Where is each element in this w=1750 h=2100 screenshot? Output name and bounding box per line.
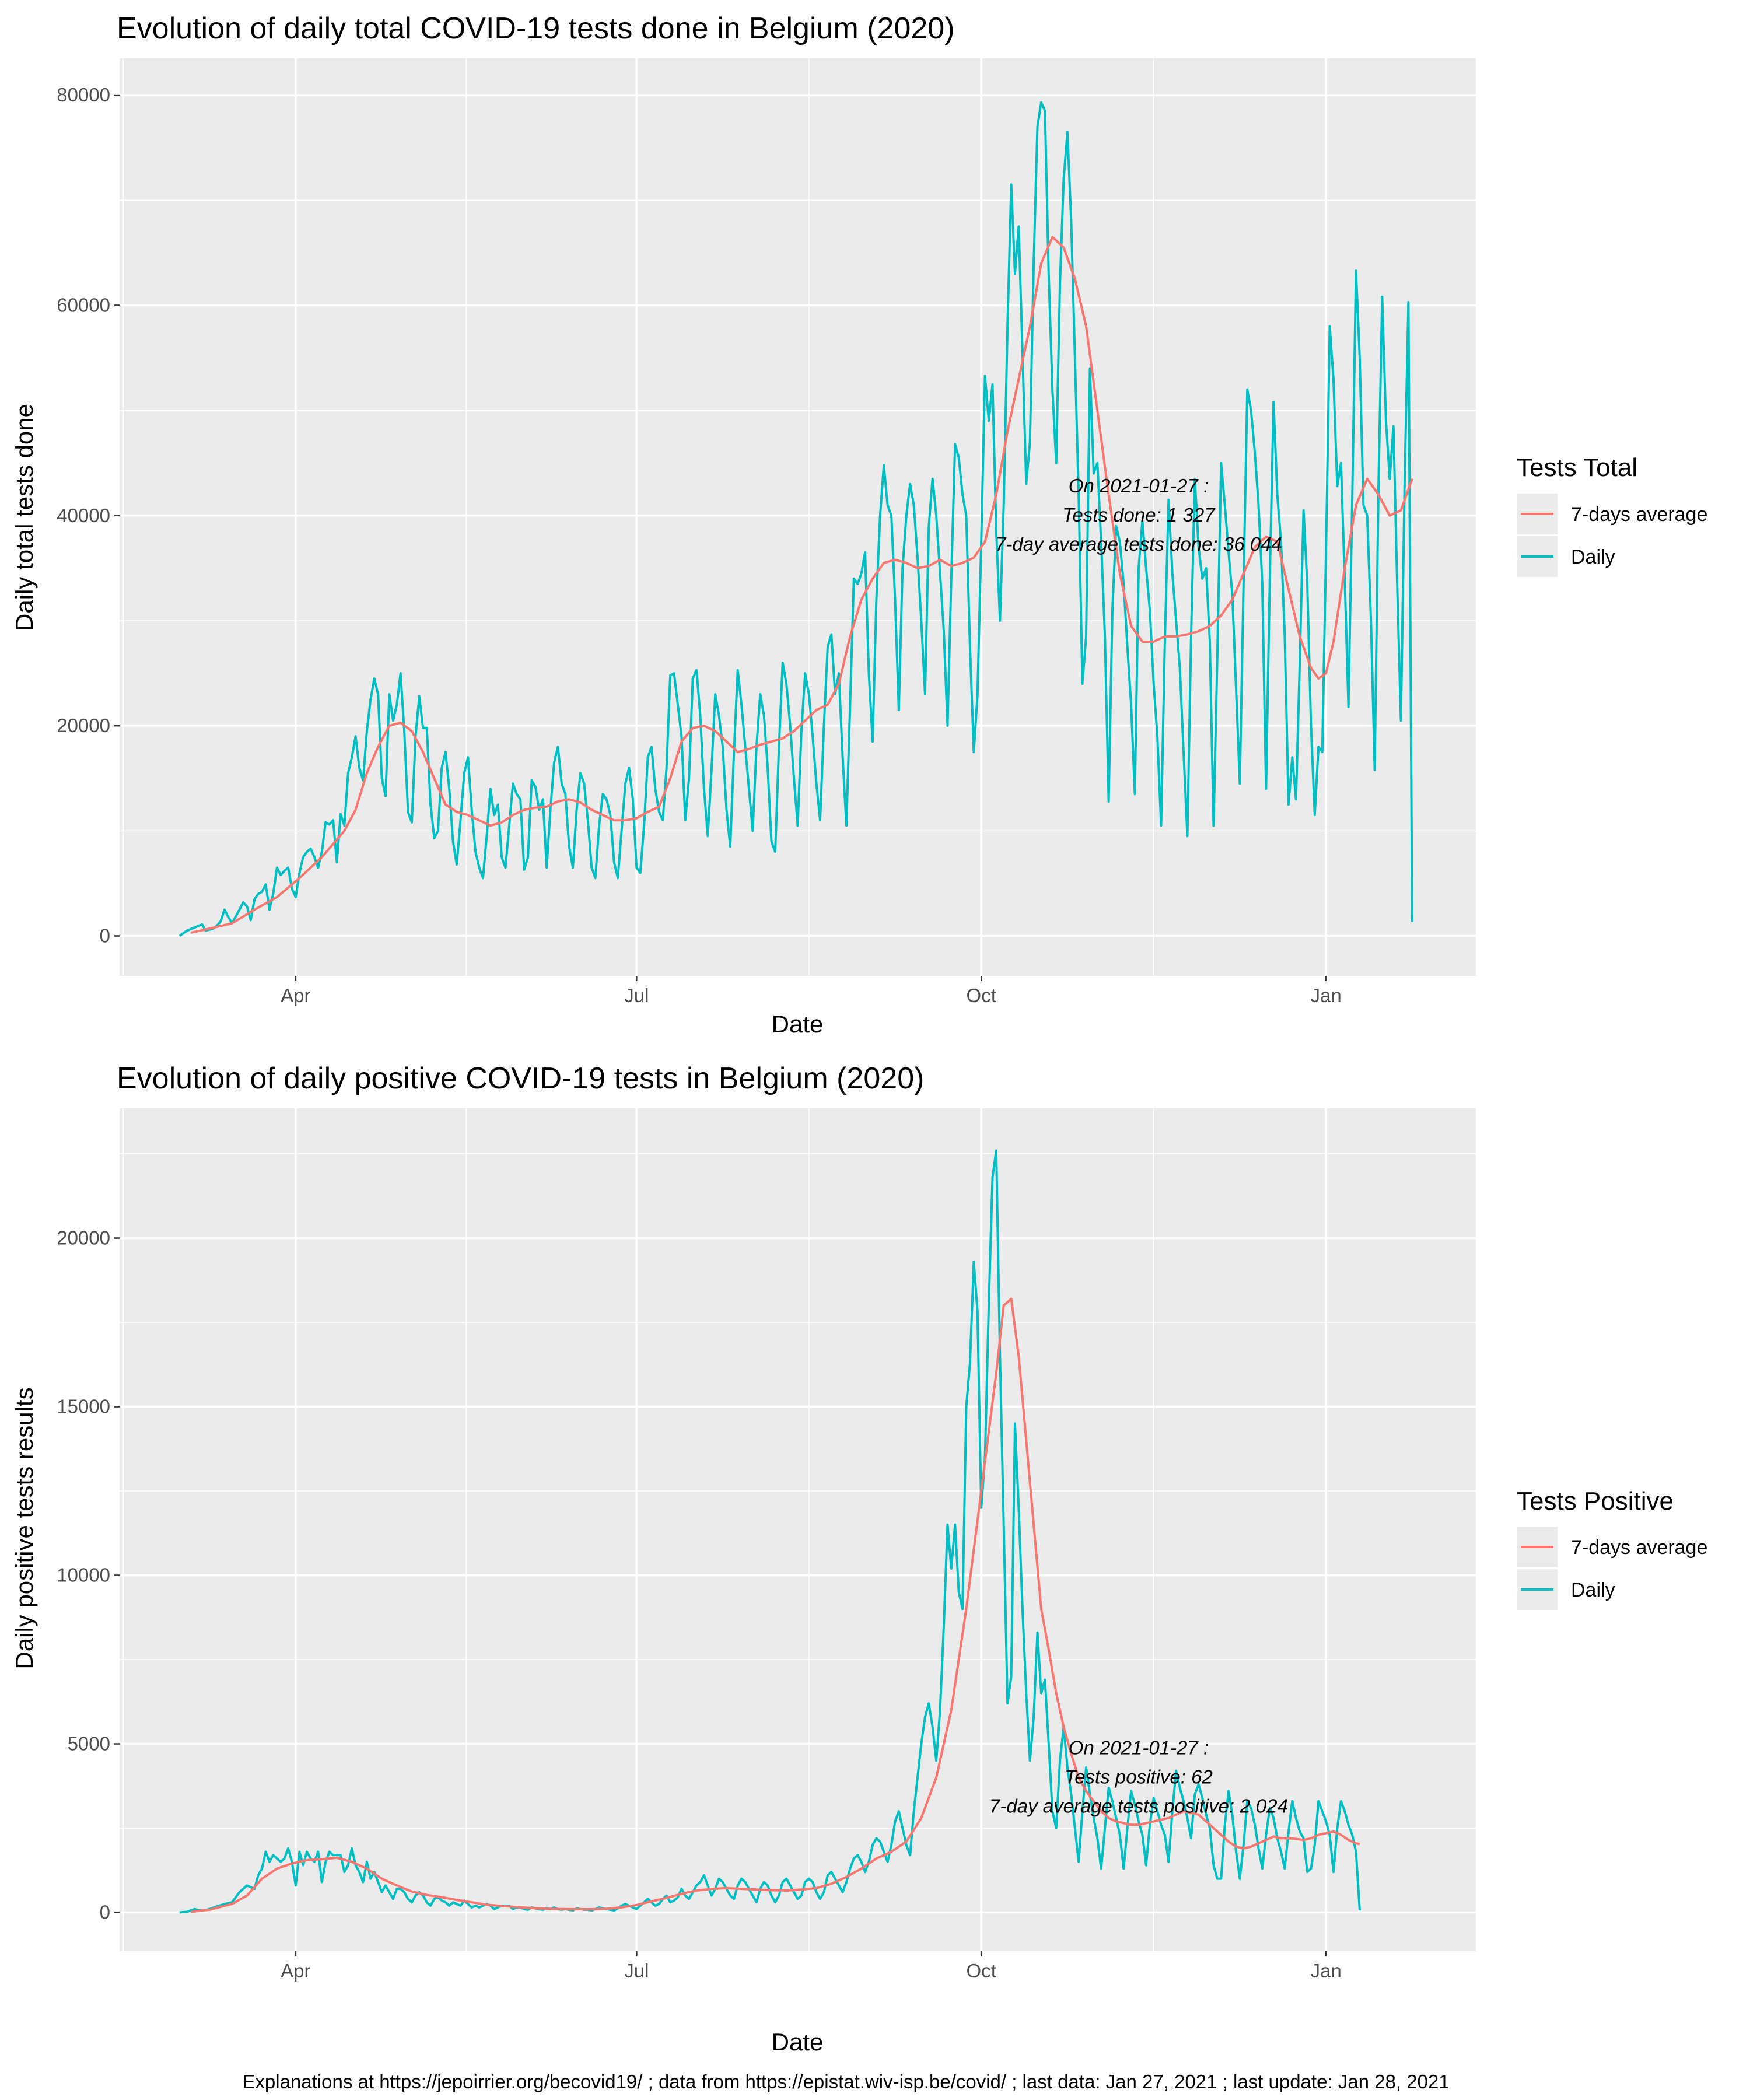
y-tick-label: 0 — [100, 1902, 110, 1923]
y-tick-label: 20000 — [57, 715, 110, 736]
x-tick-label: Jan — [1310, 1960, 1341, 1982]
legend-title: Tests Total — [1517, 453, 1637, 482]
legend: Tests Positive 7-days average Daily — [1517, 1487, 1707, 1610]
legend-label-average: 7-days average — [1571, 1536, 1707, 1559]
y-tick-label: 80000 — [57, 84, 110, 106]
x-axis-title: Date — [772, 2028, 824, 2056]
legend-label-average: 7-days average — [1571, 503, 1707, 526]
y-axis-title: Daily positive tests results — [10, 1387, 38, 1669]
chart-annotation: On 2021-01-27 : Tests done: 1 327 7-day … — [995, 475, 1282, 555]
series-line-daily — [179, 1149, 1361, 1914]
data-lines — [178, 101, 1413, 937]
grid-lines — [120, 58, 1476, 976]
grid-lines — [120, 1108, 1476, 1951]
x-axis-ticks: Apr Jul Oct Jan — [281, 1951, 1342, 1982]
chart-total-tests: Evolution of daily total COVID-19 tests … — [10, 12, 1707, 1038]
footer-caption: Explanations at https://jepoirrier.org/b… — [242, 2071, 1449, 2092]
annotation-line-value: Tests done: 1 327 — [1062, 504, 1216, 526]
legend-title: Tests Positive — [1517, 1487, 1674, 1516]
y-tick-label: 40000 — [57, 505, 110, 526]
y-axis-title: Daily total tests done — [10, 404, 38, 631]
x-tick-label: Jan — [1310, 985, 1341, 1006]
y-tick-label: 10000 — [57, 1564, 110, 1586]
legend: Tests Total 7-days average Daily — [1517, 453, 1707, 577]
legend-label-daily: Daily — [1571, 1579, 1615, 1601]
y-tick-label: 0 — [100, 925, 110, 947]
x-tick-label: Oct — [967, 985, 996, 1006]
chart-annotation: On 2021-01-27 : Tests positive: 62 7-day… — [989, 1737, 1288, 1817]
chart-positive-tests: Evolution of daily positive COVID-19 tes… — [10, 1062, 1707, 2056]
x-tick-label: Jul — [624, 1960, 649, 1982]
y-axis-ticks: 0 5000 10000 15000 20000 — [57, 1227, 120, 1923]
y-tick-label: 15000 — [57, 1396, 110, 1418]
x-tick-label: Jul — [624, 985, 649, 1006]
series-line-7day-average — [190, 236, 1413, 935]
x-axis-ticks: Apr Jul Oct Jan — [281, 976, 1342, 1006]
chart-title: Evolution of daily total COVID-19 tests … — [117, 12, 955, 46]
series-line-7day-average — [190, 1297, 1360, 1913]
x-axis-title: Date — [772, 1010, 824, 1038]
annotation-line-date: On 2021-01-27 : — [1069, 475, 1209, 496]
annotation-line-average: 7-day average tests positive: 2 024 — [989, 1795, 1288, 1817]
x-tick-label: Oct — [967, 1960, 996, 1982]
legend-label-daily: Daily — [1571, 546, 1615, 568]
y-tick-label: 20000 — [57, 1227, 110, 1249]
y-tick-label: 60000 — [57, 294, 110, 316]
chart-title: Evolution of daily positive COVID-19 tes… — [117, 1062, 924, 1096]
series-line-daily — [178, 101, 1413, 937]
y-axis-ticks: 0 20000 40000 60000 80000 — [57, 84, 120, 947]
annotation-line-value: Tests positive: 62 — [1065, 1766, 1213, 1787]
annotation-line-date: On 2021-01-27 : — [1069, 1737, 1209, 1758]
y-tick-label: 5000 — [68, 1733, 110, 1755]
data-lines — [179, 1149, 1361, 1914]
annotation-line-average: 7-day average tests done: 36 044 — [995, 533, 1282, 555]
x-tick-label: Apr — [281, 1960, 310, 1982]
plot-panel — [120, 1108, 1476, 1951]
x-tick-label: Apr — [281, 985, 310, 1006]
